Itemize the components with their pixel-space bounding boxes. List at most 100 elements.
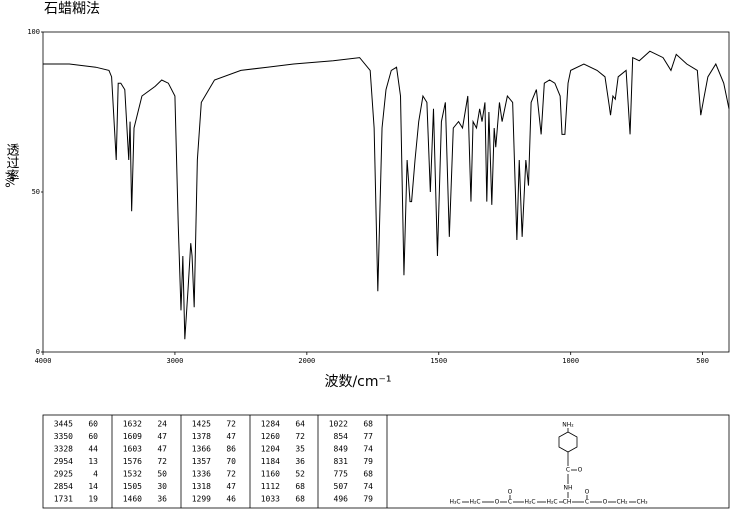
transmittance-cell: 47	[157, 432, 167, 441]
wavenumber-cell: 1632	[123, 420, 142, 429]
x-tick-label: 1500	[430, 357, 447, 365]
transmittance-cell: 72	[226, 470, 236, 479]
transmittance-cell: 74	[363, 482, 373, 491]
wavenumber-cell: 1112	[261, 482, 280, 491]
wavenumber-cell: 831	[334, 457, 349, 466]
transmittance-cell: 19	[88, 495, 98, 504]
x-tick-label: 3000	[166, 357, 183, 365]
transmittance-cell: 68	[363, 470, 373, 479]
wavenumber-cell: 1378	[192, 432, 211, 441]
atom-label: H₂C	[469, 499, 480, 506]
atom-label: O	[508, 489, 513, 496]
transmittance-cell: 79	[363, 457, 373, 466]
atom-label: C	[585, 499, 589, 506]
atom-label: H₂C	[546, 499, 557, 506]
wavenumber-cell: 1576	[123, 457, 142, 466]
table-grid	[42, 414, 730, 509]
wavenumber-cell: 3328	[54, 445, 73, 454]
wavenumber-cell: 1160	[261, 470, 280, 479]
atom-label: O	[495, 499, 500, 506]
wavenumber-cell: 1022	[329, 420, 348, 429]
y-tick-label: 100	[27, 28, 40, 36]
wavenumber-cell: 1204	[261, 445, 280, 454]
atom-label: CH₃	[636, 499, 648, 506]
transmittance-cell: 72	[295, 432, 305, 441]
transmittance-cell: 68	[295, 482, 305, 491]
transmittance-cell: 47	[226, 432, 236, 441]
wavenumber-cell: 1336	[192, 470, 211, 479]
wavenumber-cell: 1505	[123, 482, 142, 491]
atom-label: O	[603, 499, 608, 506]
transmittance-cell: 60	[88, 432, 98, 441]
wavenumber-cell: 1184	[261, 457, 280, 466]
transmittance-cell: 70	[226, 457, 236, 466]
transmittance-cell: 36	[295, 457, 305, 466]
transmittance-cell: 44	[88, 445, 98, 454]
transmittance-cell: 35	[295, 445, 305, 454]
wavenumber-cell: 2954	[54, 457, 73, 466]
wavenumber-cell: 507	[334, 482, 349, 491]
structure	[462, 428, 636, 503]
transmittance-cell: 77	[363, 432, 373, 441]
wavenumber-cell: 1033	[261, 495, 280, 504]
wavenumber-cell: 1284	[261, 420, 280, 429]
transmittance-cell: 68	[295, 495, 305, 504]
wavenumber-cell: 1731	[54, 495, 73, 504]
y-tick-label: 0	[36, 348, 40, 356]
transmittance-cell: 74	[363, 445, 373, 454]
wavenumber-cell: 3350	[54, 432, 73, 441]
transmittance-cell: 50	[157, 470, 167, 479]
atom-label: C	[566, 467, 570, 474]
wavenumber-cell: 854	[334, 432, 349, 441]
transmittance-cell: 24	[157, 420, 167, 429]
atom-label: C	[508, 499, 512, 506]
atom-label: H₂C	[524, 499, 535, 506]
spectrum-line	[43, 50, 730, 340]
transmittance-cell: 47	[157, 445, 167, 454]
atom-label: CH₂	[616, 499, 628, 506]
x-tick-label: 1000	[562, 357, 579, 365]
atom-label: NH	[564, 485, 573, 492]
atom-label: NH₂	[562, 422, 574, 429]
wavenumber-cell: 1425	[192, 420, 211, 429]
wavenumber-cell: 1366	[192, 445, 211, 454]
transmittance-cell: 60	[88, 420, 98, 429]
atom-label: CH	[563, 499, 572, 506]
atom-label: O	[585, 489, 590, 496]
chart-title: 石蜡糊法	[44, 1, 100, 17]
wavenumber-cell: 1260	[261, 432, 280, 441]
x-tick-label: 2000	[298, 357, 315, 365]
x-tick-label: 4000	[35, 357, 52, 365]
wavenumber-cell: 1318	[192, 482, 211, 491]
transmittance-cell: 30	[157, 482, 167, 491]
wavenumber-cell: 1299	[192, 495, 211, 504]
y-tick-label: 50	[32, 188, 40, 196]
wavenumber-cell: 1460	[123, 495, 142, 504]
transmittance-cell: 14	[88, 482, 98, 491]
plot-frame	[42, 31, 730, 353]
transmittance-cell: 68	[363, 420, 373, 429]
atom-label: H₃C	[449, 499, 460, 506]
wavenumber-cell: 1532	[123, 470, 142, 479]
wavenumber-cell: 1357	[192, 457, 211, 466]
transmittance-cell: 4	[93, 470, 98, 479]
transmittance-cell: 72	[226, 420, 236, 429]
transmittance-cell: 47	[226, 482, 236, 491]
wavenumber-cell: 2854	[54, 482, 73, 491]
wavenumber-cell: 2925	[54, 470, 73, 479]
atom-label: O	[578, 467, 583, 474]
wavenumber-cell: 496	[334, 495, 349, 504]
transmittance-cell: 13	[88, 457, 98, 466]
y-axis-unit: %/	[4, 171, 18, 187]
wavenumber-cell: 3445	[54, 420, 73, 429]
transmittance-cell: 64	[295, 420, 305, 429]
x-axis-label: 波数/cm⁻¹	[324, 374, 391, 390]
wavenumber-cell: 849	[334, 445, 349, 454]
transmittance-cell: 46	[226, 495, 236, 504]
transmittance-cell: 36	[157, 495, 167, 504]
transmittance-cell: 86	[226, 445, 236, 454]
wavenumber-cell: 775	[334, 470, 349, 479]
transmittance-cell: 72	[157, 457, 167, 466]
transmittance-cell: 52	[295, 470, 305, 479]
